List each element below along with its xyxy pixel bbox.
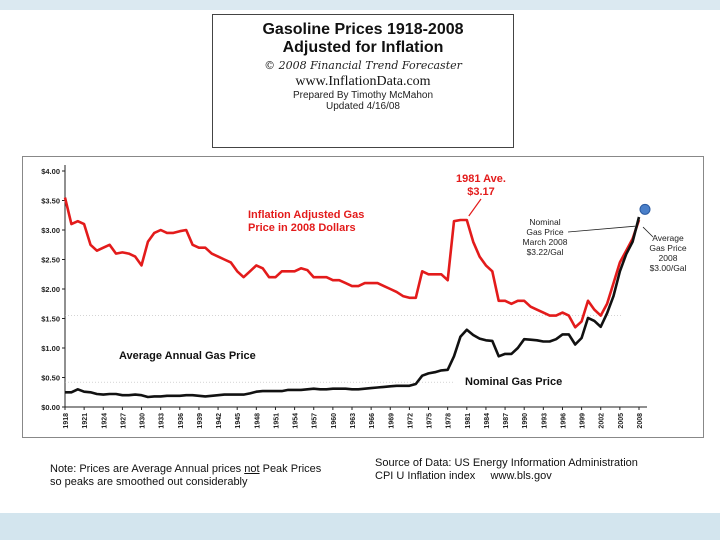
x-tick-label: 1972: [407, 413, 414, 429]
x-tick-label: 1984: [484, 413, 491, 429]
nominal-march-annotation: Gas Price: [526, 227, 564, 237]
x-tick-label: 2002: [599, 413, 606, 429]
website-text: www.InflationData.com: [295, 74, 431, 89]
x-tick-label: 1927: [120, 413, 127, 429]
chart-title: Gasoline Prices 1918-2008: [262, 21, 464, 38]
x-tick-label: 1939: [197, 413, 204, 429]
note-suffix: Peak Prices: [259, 463, 322, 475]
adjusted-series-label: Inflation Adjusted Gas: [248, 209, 364, 221]
x-tick-label: 1963: [350, 413, 357, 429]
x-tick-label: 1948: [254, 413, 261, 429]
average-annual-label: Average Annual Gas Price: [119, 350, 256, 362]
nominal-price-line: [65, 216, 641, 399]
note-line2: so peaks are smoothed out considerably: [50, 476, 248, 488]
note-emphasis: not: [244, 463, 260, 475]
peak-arrow: [468, 198, 482, 217]
adjusted-series-label: Price in 2008 Dollars: [248, 222, 356, 234]
average-2008-annotation: 2008: [659, 253, 678, 263]
x-tick-label: 1921: [82, 413, 89, 429]
x-tick-label: 1978: [446, 413, 453, 429]
x-tick-label: 1975: [427, 413, 434, 429]
x-tick-label: 1936: [178, 413, 185, 429]
prepared-by-text: Prepared By Timothy McMahon: [292, 90, 434, 101]
chart-subtitle: Adjusted for Inflation: [282, 39, 444, 56]
y-tick-label: $1.00: [41, 344, 60, 353]
x-tick-label: 1981: [465, 413, 472, 429]
line-chart: $0.00 $0.50 $1.00 $1.50 $2.00 $2.50 $3.00 $3.50…: [41, 165, 687, 429]
average-2008-annotation: $3.00/Gal: [650, 263, 687, 273]
average-2008-annotation: Average: [652, 233, 684, 243]
y-tick-label: $3.50: [41, 197, 60, 206]
x-tick-label: 1951: [273, 413, 280, 429]
x-tick-label: 1996: [560, 413, 567, 429]
x-tick-label: 1990: [522, 413, 529, 429]
x-tick-label: 2008: [637, 413, 644, 429]
chart-frame: $0.00 $0.50 $1.00 $1.50 $2.00 $2.50 $3.00 $3.50…: [22, 156, 704, 438]
x-tick-label: 1924: [101, 413, 108, 429]
nominal-march-annotation: Nominal: [529, 217, 560, 227]
nominal-march-annotation: March 2008: [523, 237, 568, 247]
source-note: Source of Data: US Energy Information Ad…: [375, 457, 638, 483]
y-tick-label: $4.00: [41, 167, 60, 176]
slide-top-band: [0, 0, 720, 10]
x-tick-label: 1942: [216, 413, 223, 429]
x-tick-label: 1960: [331, 413, 338, 429]
chart-title-box: Gasoline Prices 1918-2008 Adjusted for I…: [212, 14, 514, 148]
footnote: Note: Prices are Average Annual prices n…: [50, 463, 321, 489]
average-2008-annotation: Gas Price: [649, 243, 687, 253]
x-tick-label: 1993: [541, 413, 548, 429]
source-line2: CPI U Inflation index www.bls.gov: [375, 470, 552, 482]
y-tick-label: $2.00: [41, 285, 60, 294]
nominal-march-annotation: $3.22/Gal: [527, 247, 564, 257]
x-tick-label: 1969: [388, 413, 395, 429]
y-tick-label: $0.50: [41, 374, 60, 383]
x-tick-label: 1933: [159, 413, 166, 429]
x-tick-label: 1954: [293, 413, 300, 429]
peak-annotation: 1981 Ave.: [456, 173, 506, 185]
x-tick-label: 1966: [369, 413, 376, 429]
x-tick-label: 1930: [140, 413, 147, 429]
y-tick-label: $1.50: [41, 315, 60, 324]
x-tick-label: 1957: [312, 413, 319, 429]
y-tick-label: $2.50: [41, 256, 60, 265]
x-tick-label: 1918: [63, 413, 70, 429]
average-2008-marker: [639, 203, 651, 215]
y-tick-label: $3.00: [41, 226, 60, 235]
y-tick-label: $0.00: [41, 403, 60, 412]
copyright-text: © 2008 Financial Trend Forecaster: [264, 59, 462, 72]
adjusted-price-line: [63, 197, 641, 329]
note-prefix: Note: Prices are Average Annual prices: [50, 463, 245, 475]
nominal-series-label: Nominal Gas Price: [465, 376, 562, 388]
x-tick-label: 2005: [618, 413, 625, 429]
updated-text: Updated 4/16/08: [326, 101, 400, 112]
average-2008-arrow: [642, 226, 654, 238]
nominal-march-arrow: [567, 225, 636, 233]
x-tick-label: 1999: [580, 413, 587, 429]
peak-annotation: $3.17: [467, 186, 495, 198]
slide-bottom-band: [0, 513, 720, 540]
x-tick-label: 1987: [503, 413, 510, 429]
source-line1: Source of Data: US Energy Information Ad…: [375, 457, 638, 469]
x-tick-label: 1945: [235, 413, 242, 429]
